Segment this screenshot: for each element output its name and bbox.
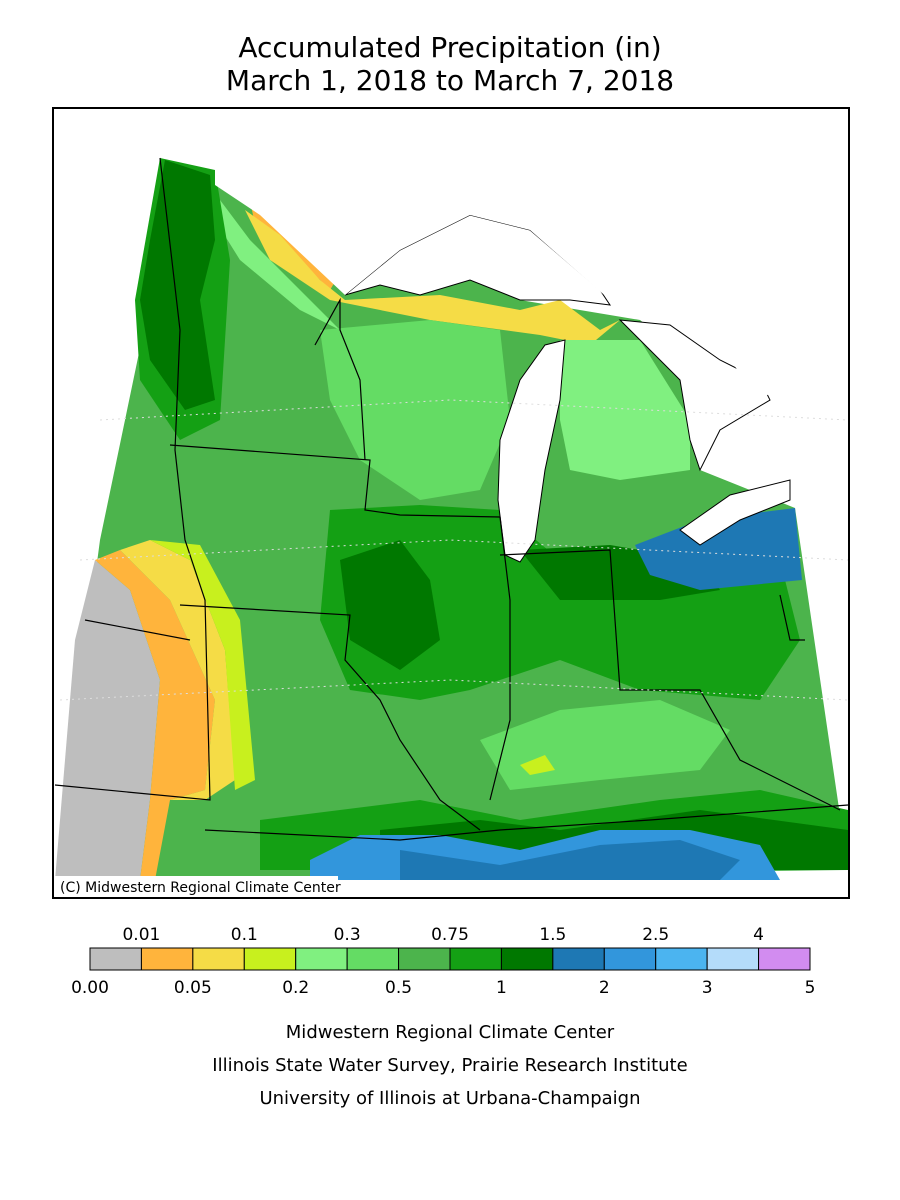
region-light-mi (560, 340, 690, 480)
region-dark-central (320, 505, 800, 700)
map: (C) Midwestern Regional Climate Center (52, 107, 850, 899)
legend-swatch (295, 947, 348, 971)
legend-swatch (449, 947, 502, 971)
title: Accumulated Precipitation (in) (238, 31, 661, 64)
legend-swatch (706, 947, 760, 971)
legend-label: 2 (599, 978, 610, 998)
footer-line: Illinois State Water Survey, Prairie Res… (212, 1055, 687, 1076)
region-darkest-central (340, 540, 440, 670)
region-yellow-north (245, 210, 620, 345)
legend-label: 0.2 (282, 978, 309, 998)
legend-label: 0.05 (174, 978, 212, 998)
region-light-central (320, 320, 510, 500)
legend-swatch (140, 947, 194, 971)
region-blue-east (635, 508, 802, 590)
legend-swatch (552, 947, 605, 971)
legend-label: 5 (805, 978, 816, 998)
state-border (779, 594, 805, 641)
credit: (C) Midwestern Regional Climate Center (60, 880, 341, 896)
lake-erie (679, 479, 791, 546)
legend-swatch (192, 947, 245, 971)
region-light-north (215, 200, 340, 330)
footer-line: Midwestern Regional Climate Center (286, 1022, 615, 1043)
region-darkest-west (140, 160, 215, 410)
state-border (54, 157, 211, 801)
legend-label: 3 (702, 978, 713, 998)
map-frame (52, 107, 850, 899)
canada-land (215, 160, 790, 400)
region-yellow (120, 540, 235, 800)
state-border (179, 604, 481, 831)
region-lime (150, 540, 255, 790)
subtitle: March 1, 2018 to March 7, 2018 (226, 64, 674, 97)
legend-swatch (398, 947, 451, 971)
state-border (84, 619, 191, 641)
legend-swatch (346, 947, 400, 971)
legend-swatch (758, 947, 811, 971)
legend-swatch (89, 947, 142, 971)
legend-swatch (500, 947, 554, 971)
lake-huron (618, 319, 771, 472)
legend: 0.00 0.01 0.05 0.1 0.2 0.3 0.5 0.75 1 1.5 2 2.5 3 4 5 (71, 925, 815, 998)
legend-swatch (655, 947, 708, 971)
legend-label: 0.5 (385, 978, 412, 998)
state-border (169, 444, 501, 518)
legend-swatch (243, 947, 297, 971)
legend-label: 4 (753, 925, 764, 945)
legend-swatch (603, 947, 657, 971)
legend-label: 0.01 (122, 925, 160, 945)
legend-label: 1 (496, 978, 507, 998)
credit-box (53, 876, 338, 898)
legend-label: 0.1 (231, 925, 258, 945)
region-darkblue-south (400, 840, 740, 880)
legend-label: 0.00 (71, 978, 109, 998)
state-border (204, 804, 849, 841)
region-orange (95, 550, 215, 880)
legend-label: 1.5 (539, 925, 566, 945)
legend-label: 2.5 (642, 925, 669, 945)
graticule (79, 539, 849, 561)
graticule (59, 679, 849, 701)
region-lime-ky (520, 755, 555, 775)
footer-line: University of Illinois at Urbana-Champai… (259, 1088, 640, 1109)
legend-label: 0.75 (431, 925, 469, 945)
state-border (489, 516, 511, 801)
legend-label: 0.3 (334, 925, 361, 945)
state-border (314, 297, 366, 461)
state-border (499, 549, 841, 811)
region-gray (55, 560, 160, 880)
